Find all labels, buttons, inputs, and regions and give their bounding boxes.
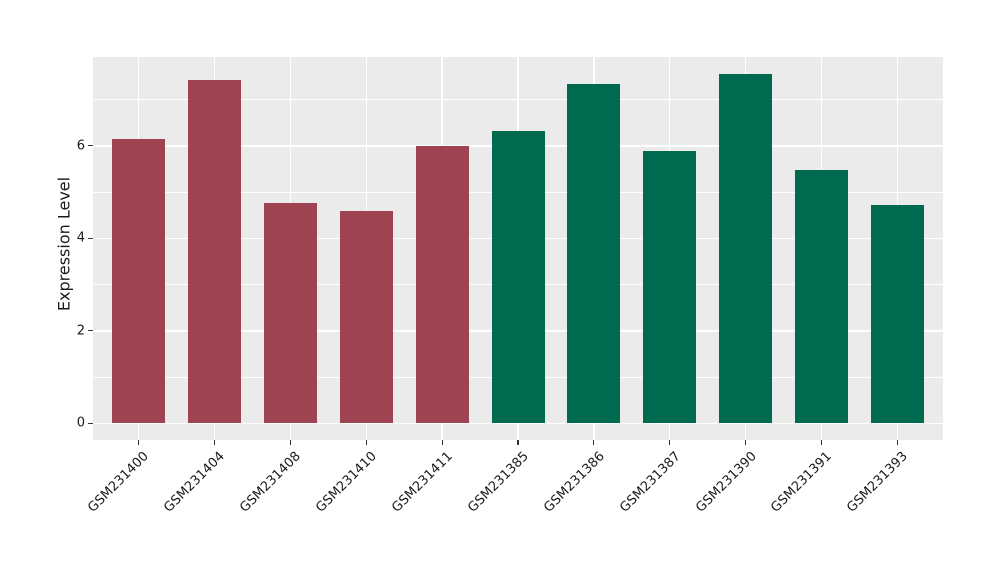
- x-tick-mark: [517, 440, 519, 445]
- y-tick-label: 6: [76, 138, 85, 154]
- y-tick-label: 4: [76, 230, 85, 246]
- x-tick-mark: [593, 440, 595, 445]
- x-tick-mark: [745, 440, 747, 445]
- x-tick-mark: [896, 440, 899, 445]
- x-tick-mark: [820, 440, 823, 445]
- x-tick-label: GSM231408: [237, 449, 304, 516]
- x-tick-label: GSM231390: [692, 449, 760, 516]
- y-tick-label: 0: [76, 415, 85, 431]
- x-tick-label: GSM231387: [616, 449, 684, 516]
- y-tick-mark: [88, 422, 93, 424]
- bar-GSM231390: [719, 73, 773, 424]
- bar-GSM231393: [870, 204, 924, 424]
- x-tick-label: GSM231400: [85, 449, 153, 516]
- x-tick-label: GSM231391: [768, 449, 836, 516]
- x-tick-label: GSM231393: [844, 449, 912, 516]
- x-tick-mark: [289, 440, 291, 445]
- x-tick-mark: [213, 440, 216, 445]
- y-tick-mark: [88, 145, 93, 147]
- bar-GSM231387: [643, 150, 697, 424]
- x-tick-label: GSM231411: [389, 449, 456, 516]
- bar-GSM231411: [415, 145, 469, 424]
- y-tick-mark: [88, 330, 93, 332]
- y-tick-label: 2: [76, 323, 85, 339]
- x-tick-mark: [441, 440, 443, 445]
- bar-GSM231404: [187, 79, 241, 424]
- bar-GSM231386: [567, 83, 621, 424]
- bar-GSM231391: [795, 169, 849, 424]
- x-tick-mark: [137, 440, 140, 445]
- y-tick-mark: [88, 237, 93, 239]
- bar-GSM231408: [263, 202, 317, 424]
- x-tick-label: GSM231410: [313, 449, 380, 516]
- x-tick-mark: [365, 440, 367, 445]
- x-tick-label: GSM231404: [161, 449, 229, 516]
- x-tick-label: GSM231386: [540, 449, 608, 516]
- x-tick-label: GSM231385: [465, 449, 532, 516]
- bar-GSM231385: [491, 131, 545, 424]
- bar-GSM231410: [339, 211, 393, 424]
- x-tick-mark: [669, 440, 671, 445]
- bar-GSM231400: [112, 139, 166, 424]
